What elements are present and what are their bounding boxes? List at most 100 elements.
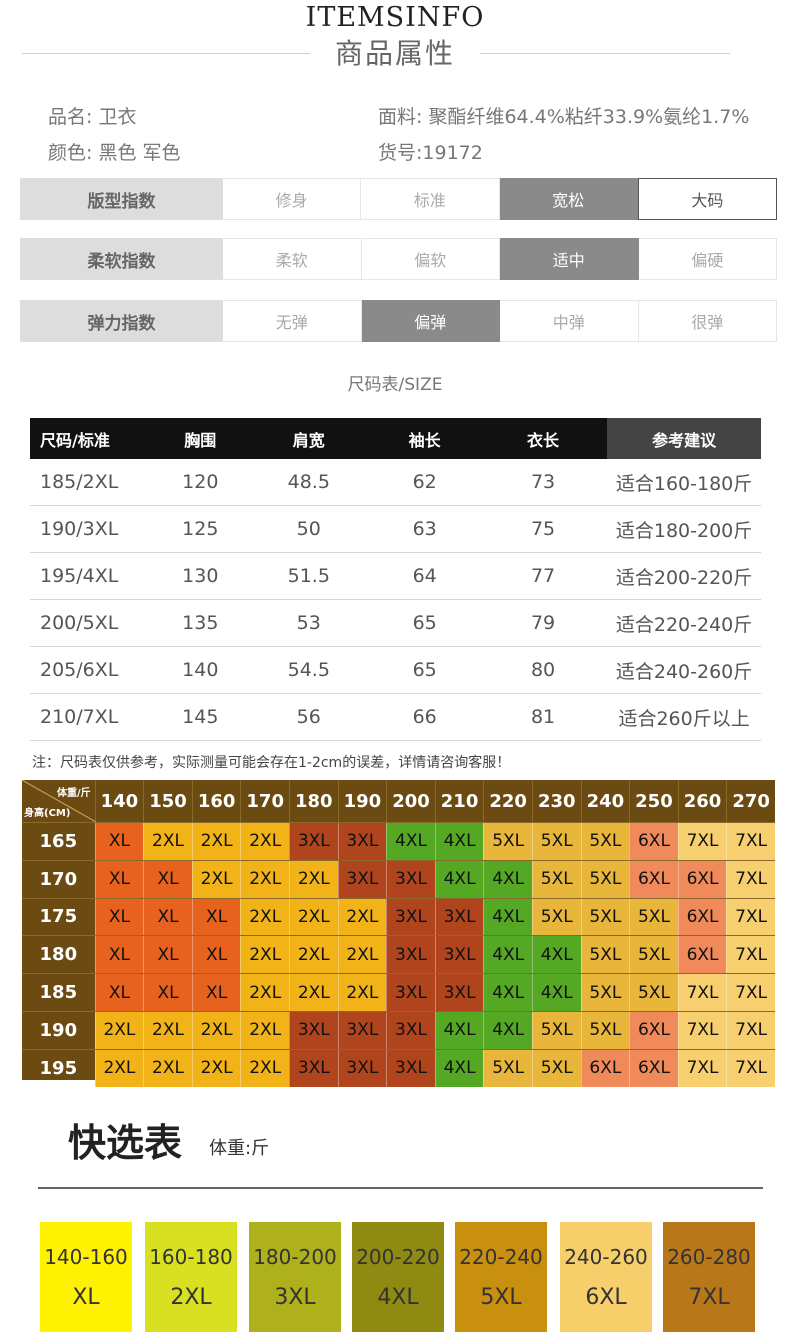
grid-size-cell: 2XL bbox=[240, 860, 289, 898]
table-cell: 79 bbox=[530, 612, 556, 634]
table-cell: 63 bbox=[412, 518, 437, 540]
header-shoulder: 肩宽 bbox=[292, 430, 325, 450]
grid-size-cell: 5XL bbox=[483, 1049, 532, 1087]
quick-select-box: 160-180 2XL bbox=[145, 1222, 237, 1332]
grid-size-cell: 2XL bbox=[289, 860, 338, 898]
grid-size-cell: 2XL bbox=[143, 1049, 192, 1087]
table-cell: 适合160-180斤 bbox=[615, 472, 753, 495]
table-cell: 195/4XL bbox=[40, 565, 119, 587]
grid-size-cell: 3XL bbox=[289, 1049, 338, 1087]
table-cell: 75 bbox=[530, 518, 556, 540]
grid-size-cell: XL bbox=[143, 974, 192, 1011]
table-cell: 120 bbox=[182, 471, 219, 493]
quick-select-size: 6XL bbox=[585, 1284, 627, 1310]
table-cell: 51.5 bbox=[287, 565, 330, 587]
section-title: 商品属性 bbox=[334, 37, 455, 70]
grid-size-cell: 2XL bbox=[240, 1011, 289, 1049]
quick-select-unit: 体重:斤 bbox=[209, 1138, 270, 1159]
table-cell: 48.5 bbox=[287, 471, 330, 493]
grid-weight-header: 200 bbox=[386, 780, 435, 822]
index-option: 标准 bbox=[361, 178, 500, 220]
header-sleeve: 袖长 bbox=[408, 430, 441, 450]
table-cell: 65 bbox=[412, 659, 437, 681]
grid-height-label: 180 bbox=[39, 944, 78, 966]
grid-row: 180 XL XL XL 2XL 2XL 2XL 3XL 3XL 4XL 4XL 5XL 5XL 6XL 7… bbox=[22, 935, 775, 974]
grid-weight-header: 150 bbox=[143, 780, 192, 822]
table-cell: 65 bbox=[412, 612, 437, 634]
grid-size-cell: 7XL bbox=[677, 823, 727, 860]
header-chest: 胸围 bbox=[184, 430, 217, 450]
index-option: 大码 bbox=[637, 178, 777, 220]
grid-size-cell: 4XL bbox=[483, 974, 532, 1011]
grid-size-cell: 4XL bbox=[434, 860, 484, 898]
index-label: 弹力指数 bbox=[20, 300, 223, 342]
table-cell: 适合220-240斤 bbox=[615, 613, 753, 636]
grid-size-cell: XL bbox=[143, 936, 192, 974]
grid-size-cell: XL bbox=[191, 936, 241, 974]
grid-size-cell: 4XL bbox=[386, 823, 435, 860]
quick-select-range: 260-280 bbox=[667, 1244, 751, 1269]
grid-size-cell: 2XL bbox=[143, 1011, 192, 1049]
table-cell: 62 bbox=[412, 471, 437, 493]
grid-size-cell: 7XL bbox=[677, 974, 727, 1011]
grid-size-cell: 7XL bbox=[726, 1049, 775, 1087]
header-length: 衣长 bbox=[527, 430, 560, 450]
quick-select-size: 2XL bbox=[170, 1284, 212, 1310]
grid-size-cell: 2XL bbox=[337, 974, 387, 1011]
table-cell: 145 bbox=[182, 706, 219, 728]
grid-size-cell: 5XL bbox=[629, 898, 678, 936]
grid-height-label: 165 bbox=[39, 830, 78, 852]
index-label: 柔软指数 bbox=[20, 238, 223, 280]
grid-size-cell: 5XL bbox=[483, 823, 532, 860]
table-row: 185/2XL 120 48.5 62 73 适合160-180斤 bbox=[30, 459, 761, 506]
table-cell: 125 bbox=[182, 518, 219, 540]
grid-size-cell: 4XL bbox=[483, 860, 532, 898]
grid-size-cell: 3XL bbox=[289, 1011, 338, 1049]
grid-height-label: 190 bbox=[39, 1019, 78, 1041]
table-cell: 73 bbox=[530, 471, 556, 493]
quick-select-range: 180-200 bbox=[253, 1244, 337, 1269]
table-cell: 185/2XL bbox=[40, 471, 119, 493]
grid-size-cell: 2XL bbox=[289, 898, 338, 936]
grid-size-cell: 3XL bbox=[434, 936, 484, 974]
grid-size-cell: 2XL bbox=[337, 936, 387, 974]
title-divider-right bbox=[480, 53, 730, 54]
grid-weight-header: 190 bbox=[337, 780, 387, 822]
quick-select-title: 快选表 bbox=[68, 1121, 183, 1165]
grid-weight-header: 220 bbox=[483, 780, 532, 822]
table-cell: 适合240-260斤 bbox=[615, 660, 753, 683]
grid-size-cell: 4XL bbox=[531, 936, 581, 974]
grid-weight-header: 260 bbox=[677, 780, 727, 822]
grid-size-cell: XL bbox=[94, 974, 144, 1011]
grid-size-cell: 6XL bbox=[629, 860, 678, 898]
grid-size-cell: 4XL bbox=[434, 823, 484, 860]
grid-size-cell: 3XL bbox=[337, 823, 387, 860]
table-cell: 190/3XL bbox=[40, 518, 119, 540]
index-option: 偏弹 bbox=[361, 300, 500, 342]
grid-size-cell: 4XL bbox=[483, 936, 532, 974]
grid-size-cell: 2XL bbox=[240, 936, 289, 974]
grid-size-cell: 3XL bbox=[434, 974, 484, 1011]
grid-size-cell: 4XL bbox=[434, 1011, 484, 1049]
grid-size-cell: 3XL bbox=[386, 898, 435, 936]
grid-size-cell: 2XL bbox=[240, 974, 289, 1011]
grid-size-cell: 3XL bbox=[337, 1049, 387, 1087]
grid-size-cell: 6XL bbox=[580, 1049, 630, 1087]
table-cell: 53 bbox=[296, 612, 321, 634]
grid-row: 190 2XL 2XL 2XL 2XL 3XL 3XL 3XL 4XL 4XL 5XL 5XL 6XL 7… bbox=[22, 1010, 775, 1049]
table-cell: 200/5XL bbox=[40, 612, 119, 634]
grid-size-cell: 2XL bbox=[191, 860, 241, 898]
grid-size-cell: 2XL bbox=[240, 1049, 289, 1087]
attr-color: 颜色: 黑色 军色 bbox=[48, 142, 181, 164]
grid-corner: 体重/斤 身高(CM) bbox=[22, 780, 96, 822]
grid-size-cell: 2XL bbox=[143, 823, 192, 860]
index-option: 适中 bbox=[500, 238, 639, 280]
index-option: 偏硬 bbox=[638, 238, 777, 280]
size-table-header: 尺码/标准 胸围 肩宽 袖长 衣长 参考建议 bbox=[30, 418, 761, 459]
grid-size-cell: 6XL bbox=[677, 860, 727, 898]
grid-size-cell: 3XL bbox=[337, 860, 387, 898]
grid-weight-header: 210 bbox=[434, 780, 484, 822]
grid-size-cell: 2XL bbox=[94, 1049, 144, 1087]
grid-size-cell: 5XL bbox=[580, 1011, 630, 1049]
grid-size-cell: XL bbox=[94, 936, 144, 974]
